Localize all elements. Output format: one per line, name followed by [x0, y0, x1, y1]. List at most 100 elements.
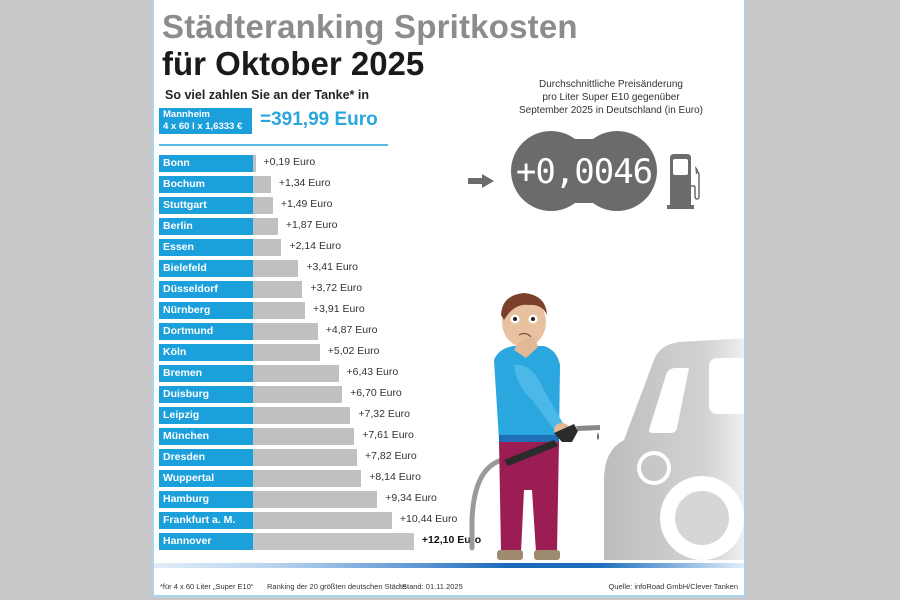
data-label: +7,82 Euro — [365, 450, 417, 462]
bar-row: Berlin +1,87 Euro — [159, 218, 579, 235]
subtitle: So viel zahlen Sie an der Tanke* in — [165, 88, 370, 102]
bar — [253, 260, 299, 277]
footer-note: *für 4 x 60 Liter „Super E10“ — [160, 582, 254, 591]
category-label: Dortmund — [159, 323, 253, 340]
description-line: pro Liter Super E10 gegenüber — [542, 92, 680, 103]
category-label: Bremen — [159, 365, 253, 382]
category-label: Wuppertal — [159, 470, 253, 487]
gas-pump-icon — [667, 154, 700, 209]
data-label: +0,19 Euro — [263, 156, 316, 168]
data-label: +8,14 Euro — [369, 471, 421, 483]
data-label: +10,44 Euro — [399, 513, 458, 525]
category-label: Hannover — [159, 533, 253, 550]
person-fueling-car-illustration — [469, 293, 744, 560]
data-label: +4,87 Euro — [325, 324, 378, 336]
category-label: Hamburg — [159, 491, 253, 508]
data-label: +3,41 Euro — [306, 261, 359, 273]
bar — [253, 218, 278, 235]
bar-row: Essen +2,14 Euro — [159, 239, 579, 256]
category-label: Frankfurt a. M. — [159, 512, 253, 529]
bar — [253, 155, 256, 172]
baseline-formula: 4 x 60 l x 1,6333 € — [163, 121, 243, 132]
bar-row: Nürnberg +3,91 Euro — [159, 302, 579, 319]
decorative-stripe — [154, 563, 744, 568]
bar — [253, 344, 320, 361]
bar-row: Köln +5,02 Euro — [159, 344, 579, 361]
bar — [253, 407, 351, 424]
footer-source: Quelle: infoRoad GmbH/Clever Tanken — [608, 582, 738, 591]
bar-row: Bochum +1,34 Euro — [159, 176, 579, 193]
data-label: +7,61 Euro — [362, 429, 414, 441]
category-label: Bochum — [159, 176, 253, 193]
baseline-city-box: Mannheim 4 x 60 l x 1,6333 € — [159, 108, 252, 134]
footer-ranking: Ranking der 20 größten deutschen Städte — [267, 582, 407, 591]
bar-row: Wuppertal +8,14 Euro — [159, 470, 579, 487]
data-label: +12,10 Euro — [421, 534, 482, 546]
bar-row: Duisburg +6,70 Euro — [159, 386, 579, 403]
description-line: Durchschnittliche Preisänderung — [539, 79, 683, 90]
arrow-right-icon — [468, 174, 494, 188]
category-label: Bielefeld — [159, 260, 253, 277]
category-label: München — [159, 428, 253, 445]
price-change-value: +0,0046 — [516, 152, 652, 192]
data-label: +6,70 Euro — [350, 387, 402, 399]
data-label: +2,14 Euro — [289, 240, 342, 252]
category-label: Stuttgart — [159, 197, 253, 214]
divider — [159, 144, 388, 146]
category-label: Essen — [159, 239, 253, 256]
baseline-city-name: Mannheim — [163, 109, 210, 120]
data-label: +5,02 Euro — [327, 345, 380, 357]
baseline-total: =391,99 Euro — [260, 109, 378, 130]
category-label: Duisburg — [159, 386, 253, 403]
category-label: Nürnberg — [159, 302, 253, 319]
data-label: +1,34 Euro — [278, 177, 331, 189]
data-label: +9,34 Euro — [385, 492, 437, 504]
bar-row: Hamburg +9,34 Euro — [159, 491, 579, 508]
title-line-2: für Oktober 2025 — [162, 45, 425, 82]
price-change-description: Durchschnittliche Preisänderung pro Lite… — [511, 78, 711, 117]
bar-row: Dresden +7,82 Euro — [159, 449, 579, 466]
price-change-display: +0,0046 — [511, 131, 657, 211]
bar-row: Stuttgart +1,49 Euro — [159, 197, 579, 214]
title-line-1: Städteranking Spritkosten — [162, 8, 578, 45]
category-label: Bonn — [159, 155, 253, 172]
data-label: +6,43 Euro — [346, 366, 399, 378]
bar — [253, 323, 318, 340]
bar — [253, 428, 355, 445]
bar — [253, 197, 273, 214]
data-label: +7,32 Euro — [358, 408, 411, 420]
bar-row: Bonn +0,19 Euro — [159, 155, 579, 172]
bar — [253, 449, 357, 466]
bar-row: Leipzig +7,32 Euro — [159, 407, 579, 424]
category-label: Dresden — [159, 449, 253, 466]
data-label: +3,72 Euro — [310, 282, 363, 294]
footer-date: Stand: 01.11.2025 — [402, 582, 463, 591]
bar-row: Dortmund +4,87 Euro — [159, 323, 579, 340]
description-line: September 2025 in Deutschland (in Euro) — [519, 105, 703, 116]
infographic-card: Städteranking Spritkosten für Oktober 20… — [152, 0, 746, 597]
bar-row: Bielefeld +3,41 Euro — [159, 260, 579, 277]
bar — [253, 176, 271, 193]
bar — [253, 470, 362, 487]
bar — [253, 365, 339, 382]
bar — [253, 302, 305, 319]
category-label: Berlin — [159, 218, 253, 235]
bar-row: Düsseldorf +3,72 Euro — [159, 281, 579, 298]
data-label: +3,91 Euro — [313, 303, 365, 315]
bar — [253, 386, 343, 403]
bar — [253, 491, 378, 508]
bar-row: Frankfurt a. M. +10,44 Euro — [159, 512, 579, 529]
data-label: +1,49 Euro — [280, 198, 333, 210]
bar — [253, 512, 392, 529]
category-label: Köln — [159, 344, 253, 361]
bar-row: Hannover +12,10 Euro — [159, 533, 579, 550]
data-label: +1,87 Euro — [285, 219, 338, 231]
bar-row: Bremen +6,43 Euro — [159, 365, 579, 382]
category-label: Leipzig — [159, 407, 253, 424]
bar — [253, 239, 282, 256]
bar — [253, 533, 414, 550]
car-illustration — [604, 338, 744, 560]
bar-row: München +7,61 Euro — [159, 428, 579, 445]
category-label: Düsseldorf — [159, 281, 253, 298]
bar — [253, 281, 303, 298]
